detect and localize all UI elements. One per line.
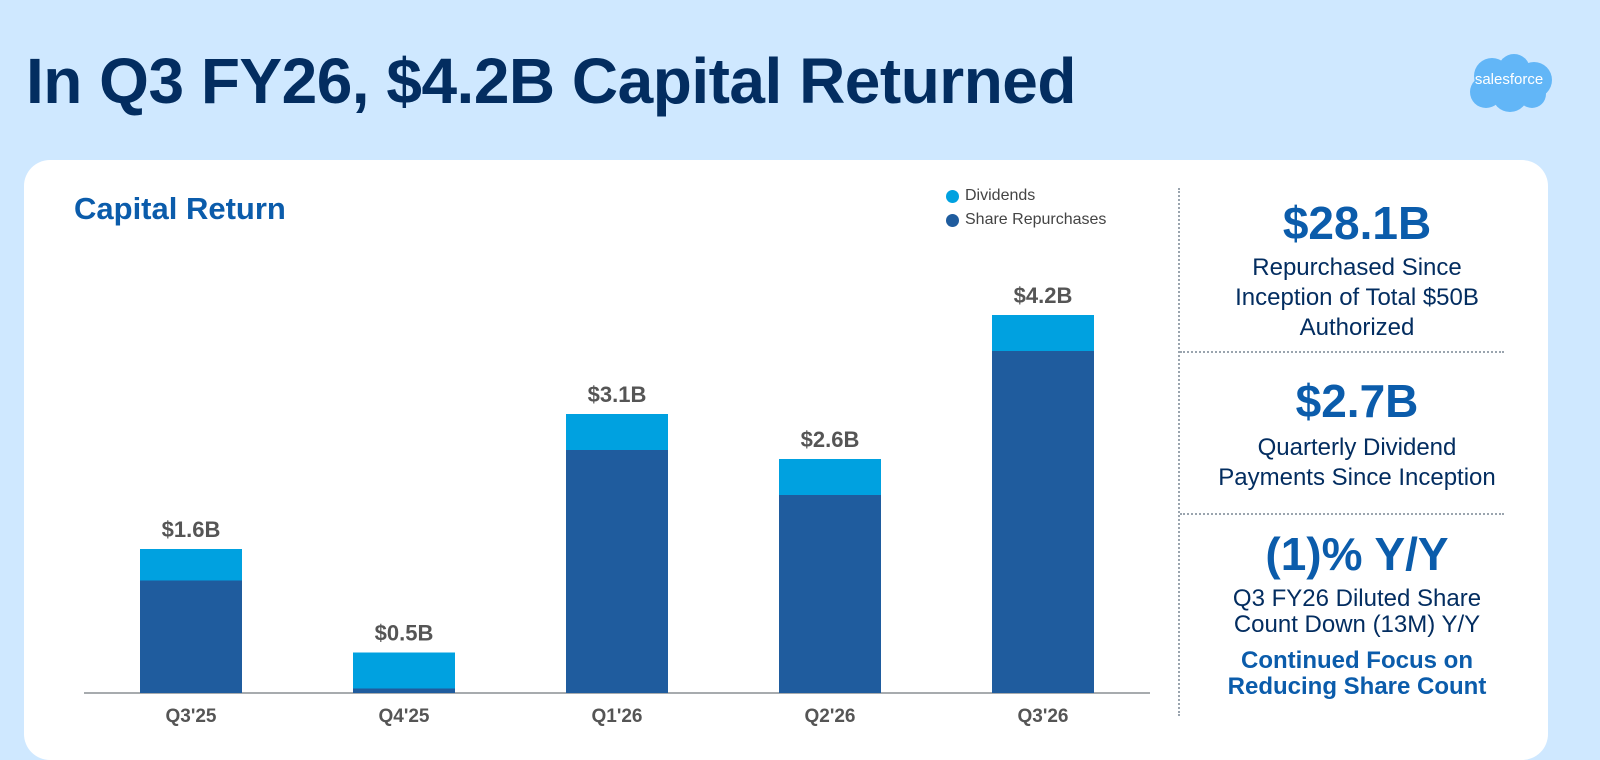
bar-dividends [992,315,1094,351]
x-tick-label: Q3'26 [1018,706,1069,727]
kpi-desc-line: Q3 FY26 Diluted Share [1232,585,1482,612]
bar-share-repurchases [779,495,881,693]
x-tick-label: Q4'25 [379,706,430,727]
kpi-value-share-count: (1)% Y/Y [1265,528,1449,580]
bar-share-repurchases [140,580,242,693]
legend-item-dividends: Dividends [946,184,1106,208]
bar-data-label: $4.2B [1014,283,1073,308]
bar-dividends [353,652,455,689]
bar-dividends [566,414,668,450]
kpi-divider-vertical [1178,188,1180,716]
bar-share-repurchases [353,688,455,693]
bar-data-label: $3.1B [588,382,647,407]
page-title: In Q3 FY26, $4.2B Capital Returned [26,45,1076,117]
capital-return-bar-chart: $1.6B Q3'25 $0.5B Q4'25 $3.1B Q1'26 $2.6B Q2'26… [84,283,1150,727]
legend-label: Dividends [965,187,1036,204]
kpi-desc-line: Authorized [1299,314,1415,341]
legend-label: Share Repurchases [965,211,1107,228]
kpi-emphasis-line: Continued Focus on [1241,647,1473,674]
bar-dividends [779,459,881,495]
kpi-desc-line: Repurchased Since [1252,254,1462,281]
kpi-desc-line: Count Down (13M) Y/Y [1233,611,1481,638]
kpi-value-repurchased: $28.1B [1282,197,1432,249]
kpi-desc-share-count: Q3 FY26 Diluted Share Count Down (13M) Y… [1180,586,1534,638]
logo-text: salesforce [1475,71,1543,88]
legend-item-share-repurchases: Share Repurchases [946,208,1106,232]
bar-share-repurchases [992,351,1094,693]
chart-legend: Dividends Share Repurchases [946,184,1106,232]
section-title: Capital Return [74,191,286,226]
kpi-desc-dividends: Quarterly Dividend Payments Since Incept… [1180,433,1534,493]
x-tick-label: Q3'25 [166,706,217,727]
bar-data-label: $1.6B [162,517,221,542]
legend-dot-share-repurchases [946,213,959,227]
legend-dot-dividends [946,189,959,203]
kpi-divider [1180,351,1504,353]
kpi-emphasis: Continued Focus on Reducing Share Count [1180,648,1534,700]
kpi-emphasis-line: Reducing Share Count [1227,673,1487,700]
x-tick-label: Q1'26 [592,706,643,727]
x-tick-label: Q2'26 [805,706,856,727]
bar-share-repurchases [566,450,668,693]
kpi-divider [1180,513,1504,515]
kpi-desc-line: Inception of Total $50B [1235,284,1479,311]
kpi-desc-line: Quarterly Dividend [1257,434,1457,461]
kpi-value-dividends: $2.7B [1295,375,1419,427]
kpi-desc-repurchased: Repurchased Since Inception of Total $50… [1180,253,1534,343]
bar-dividends [140,549,242,581]
salesforce-logo: salesforce [1470,54,1552,112]
bar-data-label: $0.5B [375,621,434,646]
kpi-desc-line: Payments Since Inception [1218,464,1496,491]
bar-data-label: $2.6B [801,427,860,452]
